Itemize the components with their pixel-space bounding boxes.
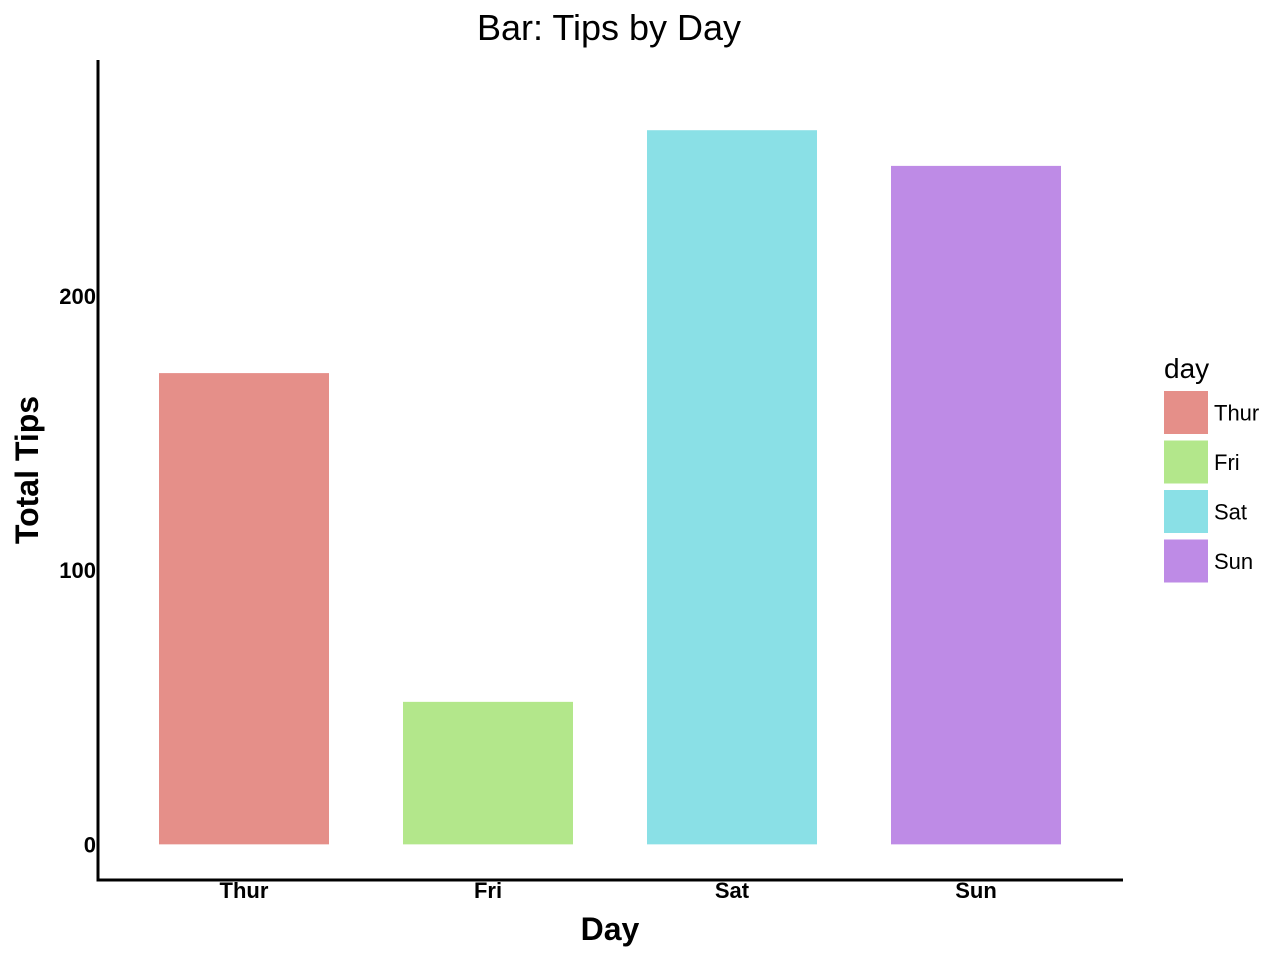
y-axis-title: Total Tips — [9, 396, 45, 544]
legend-label: Fri — [1214, 450, 1240, 475]
y-tick-label: 200 — [59, 284, 96, 309]
legend-label: Sun — [1214, 549, 1253, 574]
bar-fri — [403, 701, 573, 845]
legend-entries: Thur Fri Sat Sun — [1164, 391, 1259, 583]
legend-swatch-sun — [1164, 539, 1208, 583]
y-axis-ticks: 0 100 200 — [59, 284, 96, 857]
bar-sat — [647, 130, 817, 845]
x-tick-label: Fri — [474, 878, 502, 903]
legend-swatch-sat — [1164, 490, 1208, 533]
legend-swatch-fri — [1164, 440, 1208, 484]
y-tick-label: 100 — [59, 558, 96, 583]
y-tick-label: 0 — [84, 832, 96, 857]
bar-thur — [159, 373, 329, 845]
plot-bars — [159, 130, 1061, 845]
chart-title: Bar: Tips by Day — [477, 7, 741, 48]
x-tick-label: Sat — [715, 878, 750, 903]
x-tick-label: Thur — [220, 878, 269, 903]
bar-sun — [891, 165, 1061, 845]
legend-label: Sat — [1214, 500, 1247, 525]
x-tick-label: Sun — [955, 878, 997, 903]
legend: day Thur Fri Sat Sun — [1164, 353, 1259, 583]
x-axis-ticks: Thur Fri Sat Sun — [220, 878, 997, 903]
legend-title: day — [1164, 353, 1209, 384]
legend-swatch-thur — [1164, 391, 1208, 434]
x-axis-title: Day — [581, 911, 640, 947]
legend-label: Thur — [1214, 401, 1259, 426]
